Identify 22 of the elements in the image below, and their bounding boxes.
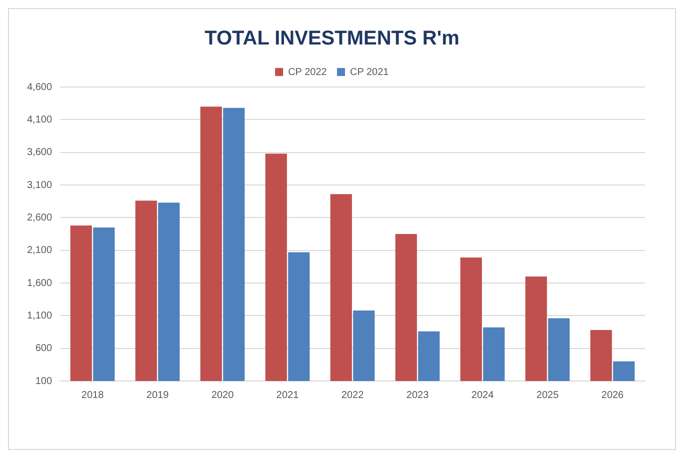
legend-label: CP 2021 [350, 66, 390, 78]
x-tick-label: 2023 [406, 390, 430, 401]
y-tick-label: 1,100 [26, 310, 52, 322]
x-tick-label: 2020 [211, 390, 234, 401]
y-tick-label: 3,600 [26, 147, 52, 158]
chart-title: TOTAL INVESTMENTS R'm [204, 28, 460, 50]
y-tick-label: 2,100 [26, 245, 52, 256]
y-tick-label: 2,600 [26, 212, 52, 224]
y-tick-label: 3,100 [26, 180, 52, 191]
x-tick-label: 2024 [471, 390, 494, 401]
legend-label: CP 2022 [288, 66, 328, 78]
x-tick-label: 2019 [146, 390, 170, 401]
y-tick-label: 4,600 [26, 82, 52, 93]
y-tick-label: 100 [35, 376, 52, 387]
x-tick-label: 2018 [81, 390, 104, 401]
x-tick-label: 2021 [276, 390, 300, 401]
x-tick-label: 2025 [536, 390, 560, 401]
y-tick-label: 4,100 [26, 114, 52, 126]
x-tick-label: 2026 [601, 390, 624, 401]
y-tick-label: 600 [35, 343, 52, 354]
y-tick-label: 1,600 [26, 278, 52, 289]
x-tick-label: 2022 [341, 390, 364, 401]
